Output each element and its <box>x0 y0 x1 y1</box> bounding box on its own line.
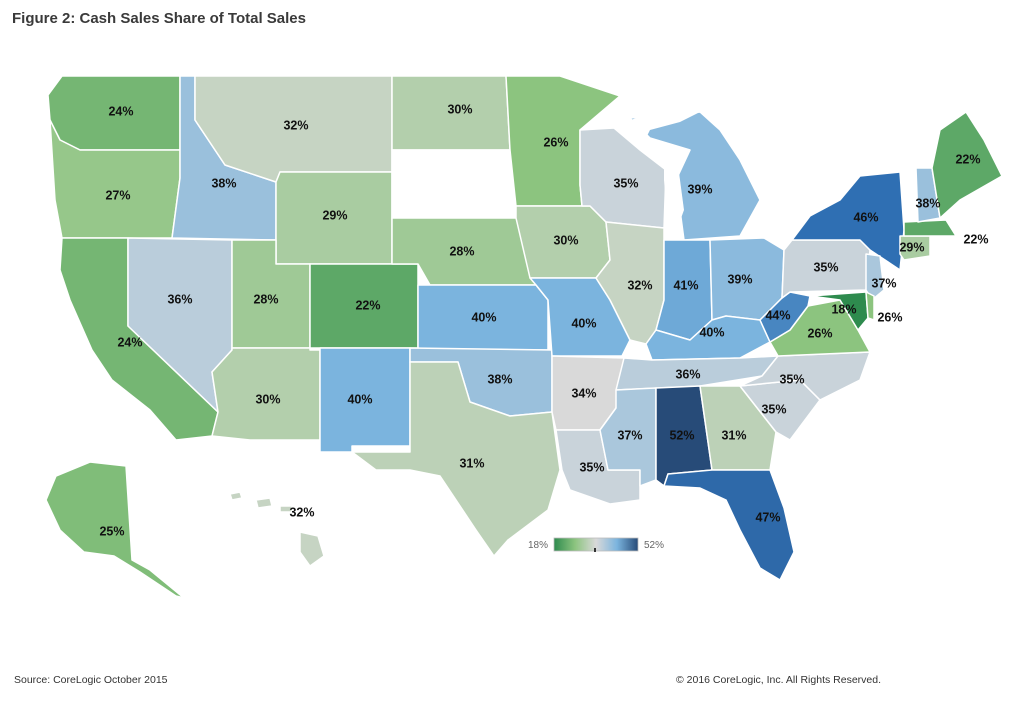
state-label-de: 26% <box>877 310 902 324</box>
state-ak[interactable] <box>45 461 185 599</box>
state-label-me: 22% <box>955 152 980 166</box>
state-label-nh: 38% <box>915 196 940 210</box>
state-label-wv: 44% <box>765 308 790 322</box>
state-label-ct: 29% <box>899 240 924 254</box>
state-label-ny: 46% <box>853 210 878 224</box>
state-mi[interactable] <box>629 111 761 241</box>
state-label-ga: 31% <box>721 428 746 442</box>
state-label-wi: 35% <box>613 176 638 190</box>
state-label-nd: 30% <box>447 102 472 116</box>
state-tx[interactable] <box>351 361 561 557</box>
state-label-ar: 34% <box>571 386 596 400</box>
state-label-nc: 35% <box>779 372 804 386</box>
state-sd[interactable] <box>391 149 517 219</box>
state-label-va: 26% <box>807 326 832 340</box>
state-label-al: 52% <box>669 428 694 442</box>
copyright-note: © 2016 CoreLogic, Inc. All Rights Reserv… <box>676 674 882 686</box>
state-label-ms: 37% <box>617 428 642 442</box>
state-fl[interactable] <box>663 469 795 581</box>
state-label-ak: 25% <box>99 524 124 538</box>
state-label-mt: 32% <box>283 118 308 132</box>
state-label-nm: 40% <box>347 392 372 406</box>
page-title: Figure 2: Cash Sales Share of Total Sale… <box>12 10 306 27</box>
state-label-fl: 47% <box>755 510 780 524</box>
state-label-hi: 32% <box>289 505 314 519</box>
state-label-id: 38% <box>211 176 236 190</box>
state-label-ok: 38% <box>487 372 512 386</box>
state-label-sc: 35% <box>761 402 786 416</box>
state-ga[interactable] <box>699 385 777 471</box>
state-label-in: 41% <box>673 278 698 292</box>
state-label-ky: 40% <box>699 325 724 339</box>
state-me[interactable] <box>931 111 1003 219</box>
state-label-mn: 26% <box>543 135 568 149</box>
state-label-mi: 39% <box>687 182 712 196</box>
state-label-nj: 37% <box>871 276 896 290</box>
state-ny[interactable] <box>791 171 905 271</box>
legend: 18% 52% <box>528 537 664 552</box>
state-de[interactable] <box>865 291 875 321</box>
state-label-co: 22% <box>355 298 380 312</box>
state-hi[interactable] <box>229 491 325 567</box>
state-md[interactable] <box>809 291 869 331</box>
state-nj[interactable] <box>865 253 885 301</box>
state-label-tx: 31% <box>459 456 484 470</box>
lake-superior <box>614 108 700 150</box>
state-label-ks: 40% <box>471 310 496 324</box>
state-label-wa: 24% <box>108 104 133 118</box>
state-label-md: 18% <box>831 302 856 316</box>
state-az[interactable] <box>211 347 321 441</box>
state-label-or: 27% <box>105 188 130 202</box>
state-label-wy: 29% <box>322 208 347 222</box>
state-label-pa: 35% <box>813 260 838 274</box>
legend-midpoint-tick <box>594 548 596 552</box>
lake-michigan <box>664 150 684 232</box>
legend-min-label: 18% <box>528 540 548 551</box>
state-label-ca: 24% <box>117 335 142 349</box>
great-lakes <box>614 108 700 232</box>
state-label-ut: 28% <box>253 292 278 306</box>
state-label-tn: 36% <box>675 367 700 381</box>
state-label-nv: 36% <box>167 292 192 306</box>
state-label-oh: 39% <box>727 272 752 286</box>
state-label-az: 30% <box>255 392 280 406</box>
state-label-ma: 22% <box>963 232 988 246</box>
state-label-il: 32% <box>627 278 652 292</box>
state-label-la: 35% <box>579 460 604 474</box>
source-note: Source: CoreLogic October 2015 <box>14 674 168 686</box>
state-label-ne: 28% <box>449 244 474 258</box>
state-label-mo: 40% <box>571 316 596 330</box>
state-label-ia: 30% <box>553 233 578 247</box>
legend-max-label: 52% <box>644 540 664 551</box>
state-ma[interactable] <box>903 219 957 237</box>
